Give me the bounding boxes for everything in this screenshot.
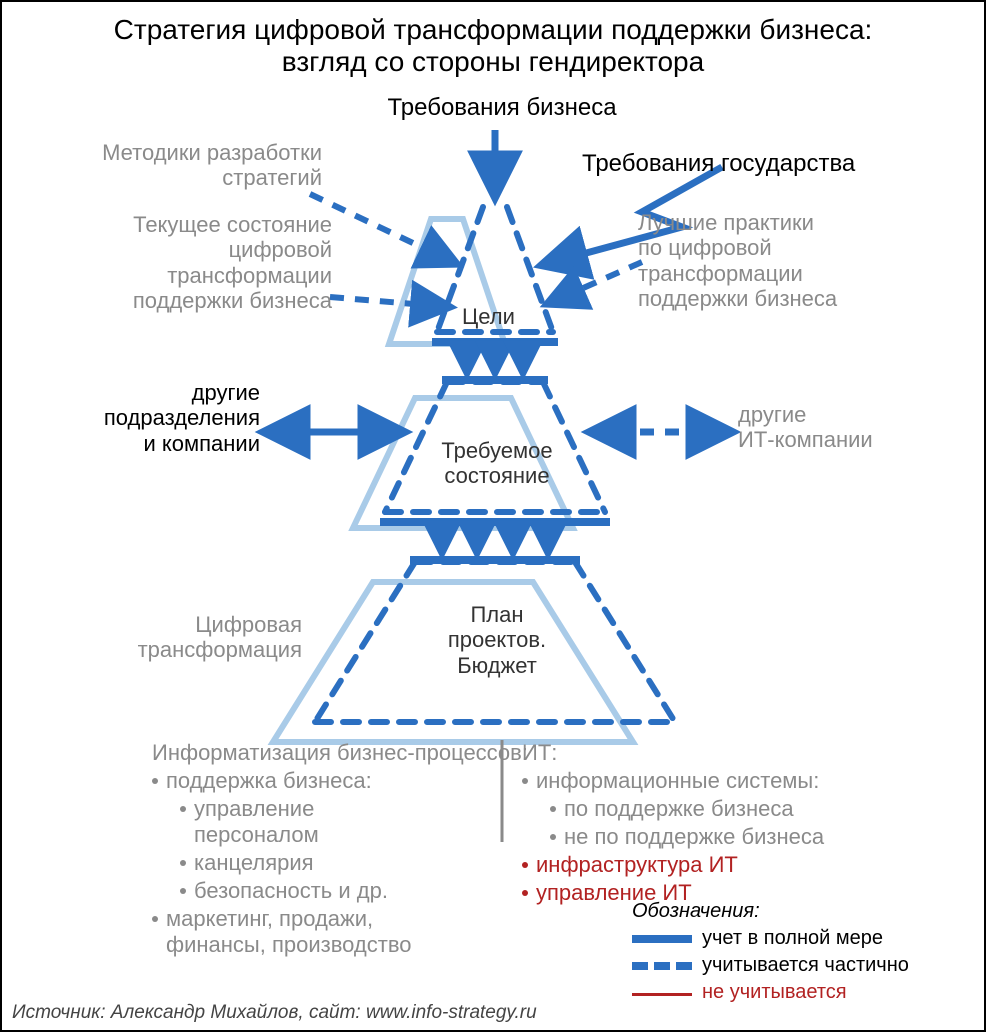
- label-other-it: другие ИТ-компании: [738, 402, 873, 453]
- legend-item: учет в полной мере: [632, 927, 909, 950]
- bullet-icon: [522, 778, 528, 784]
- legend-item: не учитывается: [632, 981, 909, 1004]
- right-list: ИТ: информационные системы:по поддержке …: [522, 740, 824, 906]
- legend-swatch: [632, 962, 692, 970]
- label-plan-budget: План проектов. Бюджет: [422, 602, 572, 678]
- list-item-text: управление персоналом: [194, 796, 319, 848]
- bullet-icon: [522, 890, 528, 896]
- list-item: безопасность и др.: [180, 878, 528, 904]
- list-item: канцелярия: [180, 850, 528, 876]
- legend-text: не учитывается: [702, 981, 847, 1004]
- legend-title: Обозначения:: [632, 900, 909, 923]
- bullet-icon: [180, 806, 186, 812]
- label-current-state: Текущее состояние цифровой трансформации…: [32, 212, 332, 313]
- legend-text: учитывается частично: [702, 954, 909, 977]
- right-list-header: ИТ:: [522, 740, 824, 766]
- list-item: информационные системы:: [522, 768, 824, 794]
- diagram-frame: Стратегия цифровой трансформации поддерж…: [0, 0, 986, 1032]
- list-item-text: инфраструктура ИТ: [536, 852, 738, 878]
- list-item: управление персоналом: [180, 796, 528, 848]
- legend-swatch: [632, 993, 692, 996]
- list-item-text: безопасность и др.: [194, 878, 388, 904]
- list-item: инфраструктура ИТ: [522, 852, 824, 878]
- bullet-icon: [550, 834, 556, 840]
- bullet-icon: [550, 806, 556, 812]
- label-methods: Методики разработки стратегий: [62, 140, 322, 191]
- list-item: не по поддержке бизнеса: [550, 824, 824, 850]
- bullet-icon: [180, 888, 186, 894]
- label-required-state: Требуемое состояние: [412, 438, 582, 489]
- legend-text: учет в полной мере: [702, 927, 883, 950]
- label-digital-trans: Цифровая трансформация: [72, 612, 302, 663]
- list-item: маркетинг, продажи, финансы, производств…: [152, 906, 528, 958]
- label-other-div: другие подразделения и компании: [50, 380, 260, 456]
- list-item-text: маркетинг, продажи, финансы, производств…: [166, 906, 412, 958]
- list-item-text: информационные системы:: [536, 768, 819, 794]
- bullet-icon: [522, 862, 528, 868]
- source-line: Источник: Александр Михайлов, сайт: www.…: [12, 1002, 537, 1024]
- legend: Обозначения: учет в полной мере учитывает…: [632, 900, 909, 1004]
- label-gov-req: Требования государства: [582, 150, 855, 178]
- left-list: Информатизация бизнес-процессов: поддерж…: [152, 740, 528, 958]
- label-goals: Цели: [462, 304, 515, 329]
- list-item-text: по поддержке бизнеса: [564, 796, 794, 822]
- list-item-text: канцелярия: [194, 850, 314, 876]
- bullet-icon: [152, 916, 158, 922]
- bullet-icon: [180, 860, 186, 866]
- legend-item: учитывается частично: [632, 954, 909, 977]
- list-item-text: поддержка бизнеса:: [166, 768, 372, 794]
- label-best-practices: Лучшие практики по цифровой трансформаци…: [638, 210, 837, 311]
- list-item: поддержка бизнеса:: [152, 768, 528, 794]
- list-item: по поддержке бизнеса: [550, 796, 824, 822]
- list-item-text: не по поддержке бизнеса: [564, 824, 824, 850]
- legend-swatch: [632, 935, 692, 943]
- label-business-req: Требования бизнеса: [302, 94, 702, 122]
- left-list-header: Информатизация бизнес-процессов:: [152, 740, 528, 766]
- bullet-icon: [152, 778, 158, 784]
